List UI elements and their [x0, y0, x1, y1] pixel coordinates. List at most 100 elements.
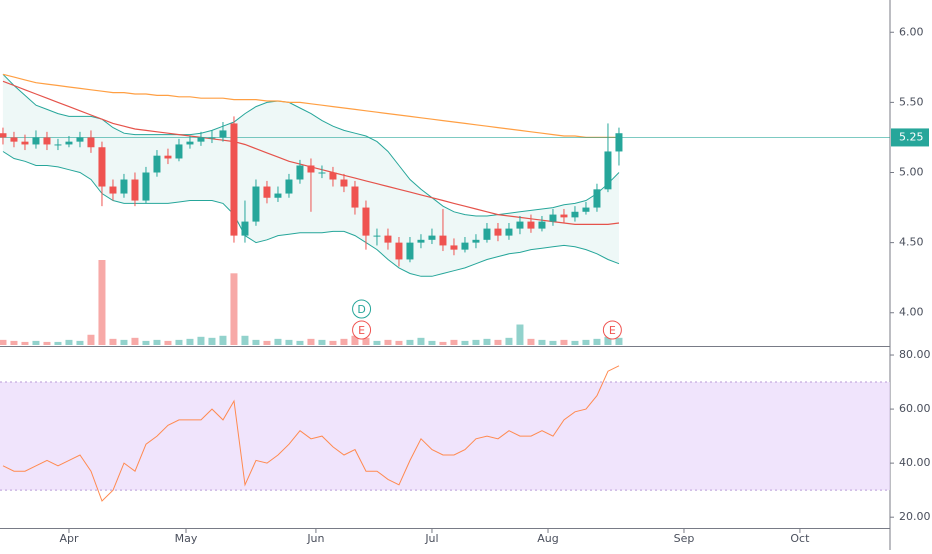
candle-body — [43, 137, 51, 145]
volume-bar — [406, 339, 414, 345]
volume-bar — [219, 335, 227, 345]
volume-bar — [604, 336, 612, 345]
event-label: E — [609, 324, 616, 337]
volume-bar — [340, 338, 348, 345]
candle-body — [494, 228, 502, 236]
volume-bar — [560, 339, 568, 345]
volume-bar — [307, 338, 315, 345]
volume-bar — [109, 338, 117, 345]
volume-bar — [76, 340, 84, 345]
volume-bar — [494, 339, 502, 345]
rsi-line — [2, 365, 620, 502]
volume-bar — [439, 341, 447, 345]
volume-bar — [87, 334, 95, 345]
candle-body — [439, 235, 447, 246]
volume-bar — [483, 338, 491, 345]
volume-bar — [43, 341, 51, 345]
x-tick-label: Aug — [537, 532, 558, 545]
volume-bar — [527, 338, 535, 345]
volume-bar — [120, 339, 128, 345]
volume-bar — [395, 340, 403, 345]
candle-body — [21, 141, 29, 145]
y-tick-label: 20.00 — [899, 510, 931, 523]
candle-body — [351, 186, 359, 208]
volume-bar — [615, 337, 623, 345]
candle-body — [505, 228, 513, 236]
candle-body — [197, 137, 205, 142]
volume-bar — [153, 339, 161, 345]
last-price-label: 5.25 — [899, 130, 924, 143]
y-tick-label: 40.00 — [899, 456, 931, 469]
candle-body — [428, 235, 436, 240]
candle-body — [461, 242, 469, 250]
candle-body — [582, 207, 590, 212]
volume-bar — [505, 337, 513, 345]
candle-body — [164, 155, 172, 159]
event-marker — [602, 320, 622, 340]
band-lower — [2, 151, 620, 277]
volume-bar — [175, 339, 183, 345]
event-label: E — [358, 324, 365, 337]
volume-bar — [252, 339, 260, 345]
volume-bar — [263, 340, 271, 345]
volume-bar — [450, 339, 458, 345]
volume-bar — [142, 340, 150, 345]
candle-body — [241, 221, 249, 236]
candle-body — [417, 239, 425, 243]
volume-bar — [329, 340, 337, 345]
candle-body — [615, 133, 623, 152]
volume-bar — [549, 340, 557, 345]
volume-bar — [428, 340, 436, 345]
x-tick-label: May — [175, 532, 198, 545]
volume-bar — [472, 339, 480, 345]
y-tick-label: 5.00 — [899, 166, 924, 179]
x-tick-label: Oct — [790, 532, 810, 545]
candle-body — [373, 235, 381, 237]
candle-body — [406, 242, 414, 260]
candle-body — [340, 179, 348, 187]
candle-body — [362, 207, 370, 236]
candle-body — [395, 242, 403, 260]
candle-body — [538, 221, 546, 229]
candle-body — [263, 186, 271, 198]
x-tick-label: Apr — [59, 532, 79, 545]
y-tick-label: 4.50 — [899, 236, 924, 249]
volume-bar — [373, 340, 381, 345]
candle-body — [87, 137, 95, 148]
volume-bar — [516, 324, 524, 345]
volume-bar — [318, 339, 326, 345]
x-tick-label: Jun — [306, 532, 324, 545]
candle-body — [329, 172, 337, 180]
volume-bar — [186, 338, 194, 345]
candle-body — [32, 137, 40, 145]
volume-bar — [417, 337, 425, 345]
event-marker — [352, 299, 372, 319]
volume-bar — [131, 337, 139, 345]
volume-bar — [384, 339, 392, 345]
candle-body — [274, 193, 282, 198]
volume-bar — [274, 338, 282, 345]
y-tick-label: 80.00 — [899, 348, 931, 361]
candle-body — [483, 228, 491, 240]
candle-body — [252, 186, 260, 222]
candle-body — [230, 123, 238, 236]
volume-bar — [0, 339, 7, 345]
candle-body — [318, 172, 326, 174]
x-tick-label: Jul — [424, 532, 438, 545]
volume-bar — [197, 336, 205, 345]
volume-bar — [351, 335, 359, 345]
volume-bar — [32, 340, 40, 345]
y-tick-label: 5.50 — [899, 95, 924, 108]
candle-body — [120, 179, 128, 194]
candle-body — [10, 137, 18, 142]
volume-bar — [593, 338, 601, 345]
candle-body — [560, 214, 568, 218]
volume-bar — [164, 340, 172, 345]
last-price-box — [891, 128, 929, 147]
candle-body — [384, 235, 392, 243]
x-tick-label: Sep — [674, 532, 695, 545]
candle-body — [98, 147, 106, 187]
volume-bar — [582, 339, 590, 345]
volume-bar — [98, 260, 106, 345]
